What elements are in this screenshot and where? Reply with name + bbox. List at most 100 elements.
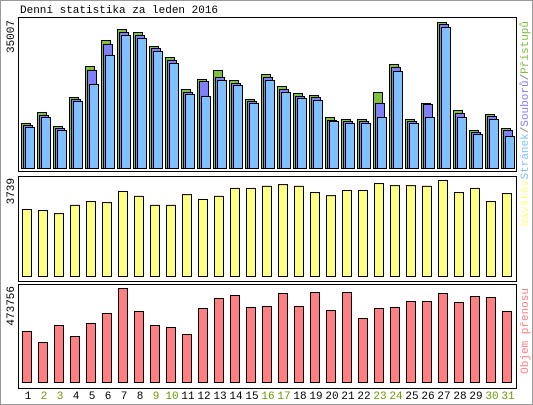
bar	[102, 312, 112, 383]
bar	[214, 297, 224, 384]
x-tick-label: 6	[105, 391, 112, 403]
bar	[150, 204, 160, 277]
bar	[89, 84, 99, 169]
bar	[281, 92, 291, 169]
bar	[377, 116, 387, 169]
bar	[409, 122, 419, 169]
bar	[422, 300, 432, 384]
x-tick-label: 3	[57, 391, 64, 403]
bar	[118, 288, 128, 383]
legend: Objem přenosu	[520, 288, 532, 374]
bar	[246, 187, 256, 277]
bar	[326, 195, 336, 277]
bar	[70, 335, 80, 383]
bar	[390, 185, 400, 277]
bar	[454, 192, 464, 277]
x-tick-label: 17	[277, 391, 290, 403]
bar	[118, 191, 128, 277]
bar	[326, 309, 336, 383]
x-tick-label: 28	[453, 391, 466, 403]
bar	[166, 326, 176, 384]
bar	[38, 210, 48, 277]
x-tick-label: 21	[341, 391, 355, 403]
bar	[486, 296, 496, 383]
bar	[22, 330, 32, 384]
legend-entry: Objem přenosu	[520, 288, 532, 374]
bar	[358, 189, 368, 278]
x-tick-label: 12	[197, 391, 210, 403]
bar	[486, 201, 496, 277]
x-tick-label: 7	[121, 391, 128, 403]
bar	[57, 130, 67, 170]
legend-separator: /	[520, 127, 532, 134]
bar	[502, 310, 512, 383]
x-tick-label: 2	[41, 391, 48, 403]
bar	[38, 341, 48, 384]
x-tick-label: 30	[485, 391, 498, 403]
bar	[105, 54, 115, 169]
x-tick-label: 9	[153, 391, 160, 403]
bar	[470, 295, 480, 383]
legend: Stránek/Souborů/Přístupů	[519, 21, 532, 179]
bar	[278, 292, 288, 383]
x-tick-label: 11	[181, 391, 195, 403]
bar	[137, 38, 147, 170]
x-tick-label: 23	[373, 391, 386, 403]
bar	[185, 93, 195, 169]
bar	[374, 307, 384, 384]
bar	[457, 116, 467, 169]
bar	[150, 324, 160, 383]
bar	[169, 62, 179, 170]
y-tick-label: 3739	[6, 178, 18, 204]
bar	[134, 195, 144, 277]
bar	[406, 185, 416, 277]
bar	[422, 185, 432, 278]
x-tick-label: 1	[25, 391, 32, 403]
bar	[262, 185, 272, 278]
bar	[278, 184, 288, 278]
x-tick-label: 14	[229, 391, 243, 403]
bar	[73, 100, 83, 169]
legend-entry: Stránek	[520, 133, 532, 180]
bar	[438, 292, 448, 383]
bar	[25, 127, 35, 170]
x-tick-label: 20	[325, 391, 338, 403]
bar	[54, 324, 64, 383]
bar	[310, 192, 320, 277]
legend-entry: Přístupů	[519, 21, 532, 74]
bar	[390, 306, 400, 383]
bar	[310, 291, 320, 383]
bar	[54, 213, 64, 277]
x-tick-label: 10	[165, 391, 178, 403]
bar	[246, 306, 256, 383]
bar	[230, 294, 240, 383]
x-tick-label: 19	[309, 391, 322, 403]
bar	[86, 322, 96, 384]
bar	[214, 195, 224, 277]
chart-title: Denní statistika za leden 2016	[20, 5, 218, 17]
x-tick-label: 8	[137, 391, 144, 403]
bar	[502, 193, 512, 278]
bar	[230, 187, 240, 277]
x-tick-label: 25	[405, 391, 418, 403]
bar	[393, 70, 403, 169]
legend: Návštěv	[520, 180, 532, 227]
bar	[342, 189, 352, 278]
legend-separator: /	[520, 74, 532, 81]
x-tick-label: 5	[89, 391, 96, 403]
x-tick-label: 22	[357, 391, 370, 403]
bar	[265, 80, 275, 169]
bar	[198, 307, 208, 384]
x-tick-label: 16	[261, 391, 274, 403]
bar	[121, 34, 131, 170]
bar	[294, 185, 304, 278]
bar	[86, 201, 96, 277]
bar	[22, 208, 32, 277]
bar	[262, 305, 272, 383]
bar	[505, 136, 515, 169]
x-tick-label: 27	[437, 391, 450, 403]
bar	[473, 134, 483, 170]
bar	[182, 194, 192, 277]
bar	[454, 301, 464, 384]
